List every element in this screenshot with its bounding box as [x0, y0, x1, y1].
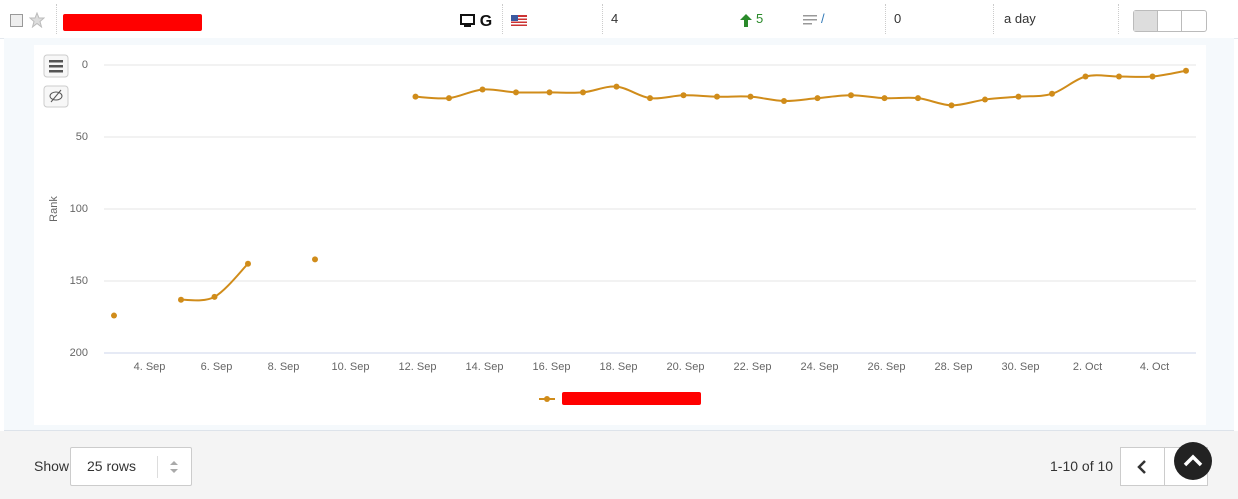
data-point — [513, 89, 519, 96]
data-point — [814, 95, 821, 102]
flag-icon — [511, 15, 527, 26]
data-point — [546, 89, 553, 96]
checkbox[interactable] — [10, 14, 23, 27]
x-tick-label: 28. Sep — [935, 361, 973, 373]
redacted-legend-label[interactable] — [562, 392, 701, 405]
x-tick-label: 6. Sep — [201, 361, 233, 373]
data-point — [1149, 73, 1156, 80]
frequency: a day — [1004, 11, 1036, 26]
data-point — [580, 89, 586, 96]
y-tick-label: 100 — [70, 203, 88, 215]
pagination-info: 1-10 of 10 — [1050, 458, 1114, 474]
data-point — [1015, 93, 1022, 100]
data-point — [848, 92, 854, 99]
x-tick-label: 18. Sep — [600, 361, 638, 373]
data-point — [781, 98, 787, 104]
show-label: Show — [34, 458, 70, 474]
x-tick-label: 26. Sep — [868, 361, 906, 373]
y-tick-label: 0 — [82, 59, 88, 71]
data-point — [948, 102, 955, 109]
y-axis-title: Rank — [48, 196, 60, 222]
data-point — [446, 95, 452, 102]
rank: 4 — [611, 11, 619, 26]
data-point — [211, 293, 218, 300]
star-icon[interactable] — [29, 12, 45, 28]
data-point — [714, 93, 720, 100]
y-tick-label: 200 — [70, 347, 88, 359]
data-point — [1116, 73, 1122, 80]
data-point — [111, 312, 117, 319]
x-tick-label: 22. Sep — [734, 361, 772, 373]
x-tick-label: 14. Sep — [466, 361, 504, 373]
legend-marker — [544, 396, 550, 402]
data-point — [412, 93, 419, 100]
x-tick-label: 8. Sep — [268, 361, 300, 373]
chart-container — [34, 45, 1206, 425]
x-tick-label: 16. Sep — [533, 361, 571, 373]
data-point — [479, 86, 486, 93]
x-tick-label: 20. Sep — [667, 361, 705, 373]
x-tick-label: 10. Sep — [332, 361, 370, 373]
data-point — [881, 95, 888, 102]
y-tick-label: 150 — [70, 275, 88, 287]
data-point — [747, 93, 754, 100]
svg-text:G: G — [480, 13, 492, 29]
x-tick-label: 30. Sep — [1002, 361, 1040, 373]
rows-select-value: 25 rows — [87, 458, 137, 474]
x-tick-label: 2. Oct — [1073, 361, 1102, 373]
prev-page[interactable] — [1121, 448, 1165, 485]
x-tick-label: 4. Sep — [134, 361, 166, 373]
data-point — [613, 83, 620, 90]
chart: Rank 0 50 100 150 200 4. Sep 6. Sep 8. Sep 10. S… — [43, 54, 1196, 405]
series-line — [415, 69, 1187, 107]
search-volume: 0 — [894, 11, 902, 26]
trophy-button[interactable] — [1158, 11, 1182, 31]
table-footer: Show 25 rows 1-10 of 10 — [0, 431, 1238, 499]
x-tick-label: 4. Oct — [1140, 361, 1169, 373]
data-point — [680, 92, 687, 99]
rows-select[interactable]: 25 rows — [70, 447, 192, 486]
data-point — [1183, 67, 1189, 74]
data-point — [1082, 73, 1089, 80]
scroll-top-button[interactable] — [1174, 442, 1212, 480]
data-point — [1049, 90, 1055, 97]
url-icon — [803, 15, 817, 25]
data-point — [245, 260, 251, 267]
url[interactable]: / — [821, 11, 825, 26]
action-buttons — [1133, 10, 1207, 32]
data-point — [915, 95, 921, 102]
chart-button[interactable] — [1134, 11, 1158, 31]
x-tick-label: 12. Sep — [399, 361, 437, 373]
redacted-keyword — [63, 14, 202, 31]
data-point — [178, 296, 184, 303]
up-arrow — [740, 14, 752, 27]
y-tick-label: 50 — [76, 131, 88, 143]
x-tick-label: 24. Sep — [801, 361, 839, 373]
data-point — [312, 256, 318, 263]
data-point — [647, 95, 653, 102]
device-engine-icons: G — [460, 13, 492, 29]
data-point — [982, 96, 988, 103]
rank-change: 5 — [756, 11, 764, 26]
